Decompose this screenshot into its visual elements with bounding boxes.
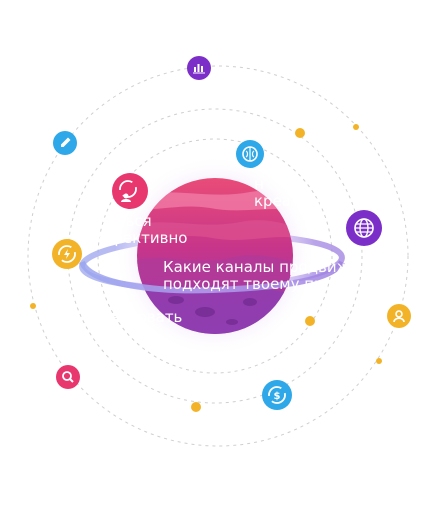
pencil-icon[interactable] (53, 131, 77, 155)
user-icon[interactable] (387, 304, 411, 328)
orbit-rings (27, 65, 409, 447)
globe-icon[interactable] (346, 210, 382, 246)
dot-yellow-2 (353, 124, 359, 130)
orbit-inner (97, 138, 333, 374)
orbit-outer (27, 65, 409, 447)
lightning-cycle-icon[interactable] (52, 239, 82, 269)
dot-yellow-3 (305, 316, 315, 326)
orbit-middle (67, 108, 363, 404)
bar-chart-icon[interactable] (187, 56, 211, 80)
brain-icon[interactable] (236, 140, 264, 168)
dot-yellow-5 (191, 402, 201, 412)
dollar-cycle-icon[interactable]: $ (262, 380, 292, 410)
refresh-people-icon[interactable] (112, 173, 148, 209)
planet-ring-front (79, 260, 345, 294)
dot-yellow-4 (376, 358, 382, 364)
dot-yellow-6 (30, 303, 36, 309)
svg-text:$: $ (274, 391, 281, 402)
dot-yellow-1 (295, 128, 305, 138)
search-icon[interactable] (56, 365, 80, 389)
orbit-dots (30, 124, 382, 412)
